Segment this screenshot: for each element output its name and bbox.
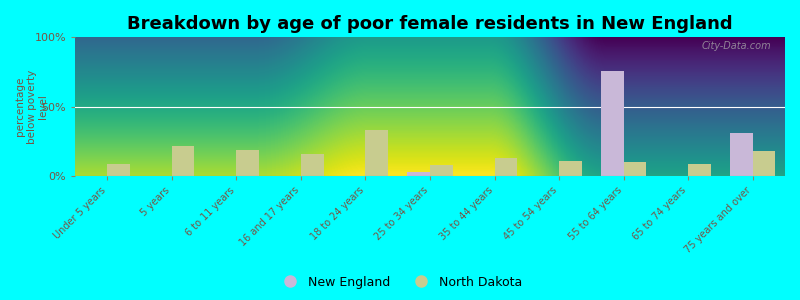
Bar [688,164,710,176]
Bar [494,158,517,176]
Bar [559,161,582,176]
Bar [301,154,323,176]
Bar [601,70,624,176]
Bar [366,130,388,176]
Title: Breakdown by age of poor female residents in New England: Breakdown by age of poor female resident… [127,15,733,33]
Text: City-Data.com: City-Data.com [701,41,771,52]
Bar [430,165,453,176]
Bar [624,162,646,176]
Legend: New England, North Dakota: New England, North Dakota [273,271,527,294]
Bar [107,164,130,176]
Y-axis label: percentage
below poverty
level: percentage below poverty level [15,70,48,144]
Bar [236,150,259,176]
Bar [753,151,775,176]
Bar [172,146,194,176]
Bar [730,133,753,176]
Bar [407,172,430,176]
